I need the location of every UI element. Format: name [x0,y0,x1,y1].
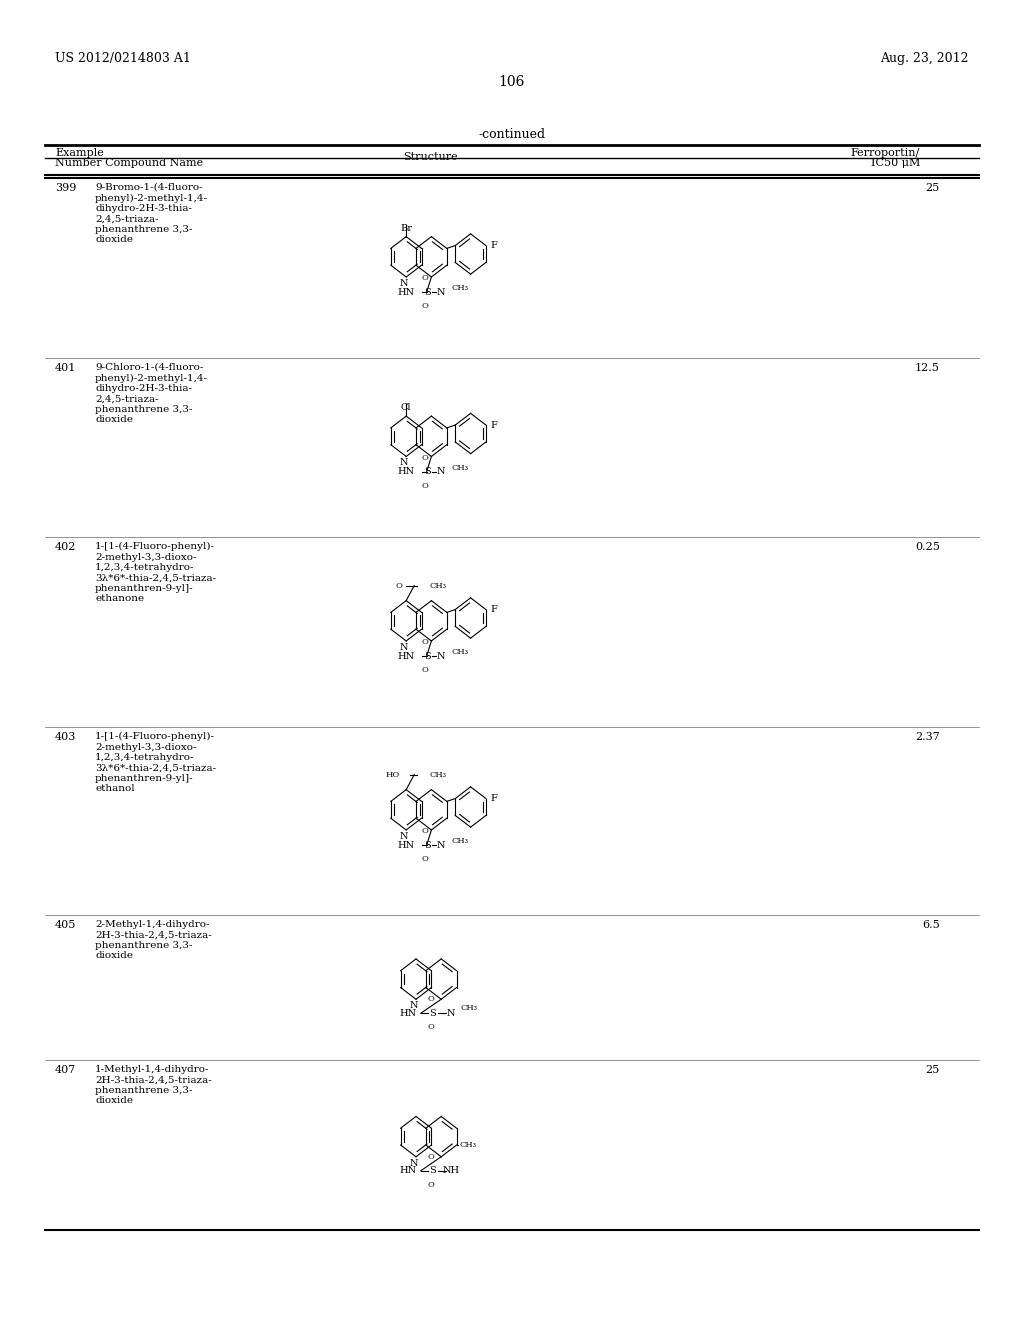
Text: N: N [410,1159,418,1168]
Text: CH₃: CH₃ [452,837,468,845]
Text: 399: 399 [55,183,77,193]
Text: 1-[1-(4-Fluoro-phenyl)-
2-methyl-3,3-dioxo-
1,2,3,4-tetrahydro-
3λ*6*-thia-2,4,5: 1-[1-(4-Fluoro-phenyl)- 2-methyl-3,3-dio… [95,543,216,603]
Text: 1-[1-(4-Fluoro-phenyl)-
2-methyl-3,3-dioxo-
1,2,3,4-tetrahydro-
3λ*6*-thia-2,4,5: 1-[1-(4-Fluoro-phenyl)- 2-methyl-3,3-dio… [95,733,216,793]
Text: CH₃: CH₃ [452,284,468,292]
Text: -continued: -continued [478,128,546,141]
Text: S: S [429,1167,436,1175]
Text: 25: 25 [926,1065,940,1074]
Text: N: N [400,832,409,841]
Text: NH: NH [442,1167,460,1175]
Text: 106: 106 [499,75,525,88]
Text: 402: 402 [55,543,77,552]
Text: 12.5: 12.5 [915,363,940,374]
Text: O: O [427,1023,434,1031]
Text: IC50 μM: IC50 μM [870,158,920,168]
Text: N: N [400,458,409,467]
Text: O: O [427,995,434,1003]
Text: HN: HN [397,467,415,477]
Text: CH₃: CH₃ [429,771,446,779]
Text: HN: HN [397,841,415,850]
Text: O: O [427,1152,434,1160]
Text: Example: Example [55,148,103,158]
Text: N: N [437,288,445,297]
Text: CH₃: CH₃ [452,648,468,656]
Text: N: N [437,841,445,850]
Text: S: S [424,652,430,661]
Text: 2-Methyl-1,4-dihydro-
2H-3-thia-2,4,5-triaza-
phenanthrene 3,3-
dioxide: 2-Methyl-1,4-dihydro- 2H-3-thia-2,4,5-tr… [95,920,212,960]
Text: HN: HN [397,288,415,297]
Text: 403: 403 [55,733,77,742]
Text: F: F [490,605,497,614]
Text: Structure: Structure [402,152,458,162]
Text: CH₃: CH₃ [429,582,446,590]
Text: HN: HN [399,1008,417,1018]
Text: F: F [490,795,497,803]
Text: O: O [422,454,429,462]
Text: S: S [424,841,430,850]
Text: Aug. 23, 2012: Aug. 23, 2012 [881,51,969,65]
Text: 407: 407 [55,1065,76,1074]
Text: 9-Bromo-1-(4-fluoro-
phenyl)-2-methyl-1,4-
dihydro-2H-3-thia-
2,4,5-triaza-
phen: 9-Bromo-1-(4-fluoro- phenyl)-2-methyl-1,… [95,183,208,244]
Text: HO: HO [386,771,400,779]
Text: 9-Chloro-1-(4-fluoro-
phenyl)-2-methyl-1,4-
dihydro-2H-3-thia-
2,4,5-triaza-
phe: 9-Chloro-1-(4-fluoro- phenyl)-2-methyl-1… [95,363,208,424]
Text: N: N [446,1008,455,1018]
Text: 0.25: 0.25 [915,543,940,552]
Text: Number Compound Name: Number Compound Name [55,158,203,168]
Text: 401: 401 [55,363,77,374]
Text: 405: 405 [55,920,77,931]
Text: O: O [422,639,429,647]
Text: Cl: Cl [401,403,412,412]
Text: 2.37: 2.37 [915,733,940,742]
Text: HN: HN [399,1167,417,1175]
Text: CH₃: CH₃ [452,463,468,471]
Text: N: N [437,652,445,661]
Text: CH₃: CH₃ [460,1140,476,1148]
Text: 1-Methyl-1,4-dihydro-
2H-3-thia-2,4,5-triaza-
phenanthrene 3,3-
dioxide: 1-Methyl-1,4-dihydro- 2H-3-thia-2,4,5-tr… [95,1065,212,1105]
Text: F: F [490,242,497,249]
Text: N: N [410,1002,418,1010]
Text: S: S [424,467,430,477]
Text: US 2012/0214803 A1: US 2012/0214803 A1 [55,51,190,65]
Text: S: S [429,1008,436,1018]
Text: HN: HN [397,652,415,661]
Text: 6.5: 6.5 [923,920,940,931]
Text: CH₃: CH₃ [461,1005,478,1012]
Text: N: N [437,467,445,477]
Text: F: F [490,421,497,429]
Text: N: N [400,643,409,652]
Text: O: O [422,667,429,675]
Text: S: S [424,288,430,297]
Text: O: O [427,1181,434,1189]
Text: N: N [400,279,409,288]
Text: O: O [422,855,429,863]
Text: O: O [395,582,402,590]
Text: Br: Br [400,223,413,232]
Text: O: O [422,482,429,490]
Text: O: O [422,275,429,282]
Text: Ferroportin/: Ferroportin/ [851,148,920,158]
Text: O: O [422,302,429,310]
Text: O: O [422,828,429,836]
Text: 25: 25 [926,183,940,193]
